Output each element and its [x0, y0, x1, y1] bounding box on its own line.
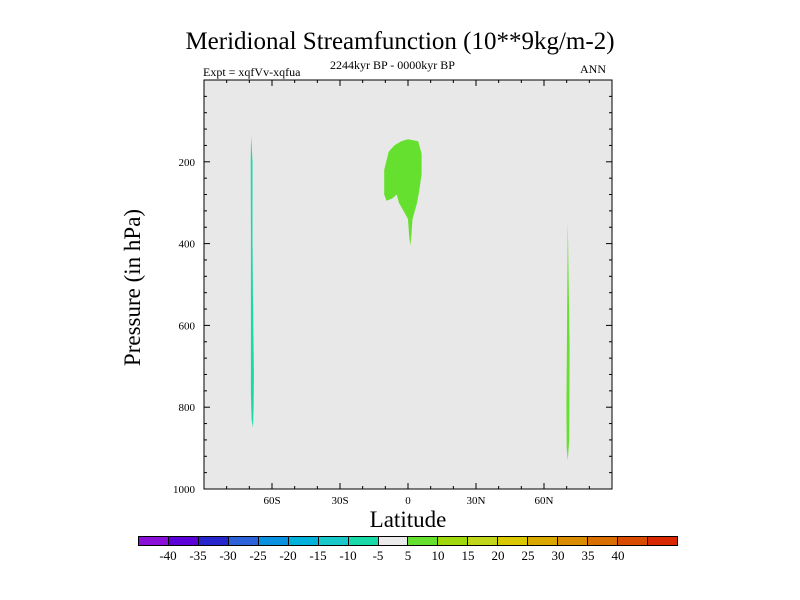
- colorbar: [138, 536, 678, 546]
- colorbar-label: -30: [219, 548, 237, 563]
- contour-regions: [250, 135, 570, 461]
- colorbar-label: 20: [491, 548, 505, 563]
- y-tick-label: 1000: [173, 484, 196, 496]
- tropical-positive-cell: [384, 139, 422, 246]
- colorbar-swatch: [378, 537, 409, 545]
- colorbar-labels: -40 -35 -30 -25 -20 -15 -10 -5 5 10 15 20 25 30 35 40: [138, 546, 678, 566]
- colorbar-swatch: [139, 537, 169, 545]
- y-tick-label: 400: [179, 239, 196, 251]
- y-tick-label: 200: [179, 157, 196, 169]
- x-tick-label: 0: [405, 495, 411, 507]
- season-label: ANN: [580, 62, 606, 76]
- y-ticks: 200 400 600 800 1000: [173, 79, 612, 496]
- colorbar-swatch: [288, 537, 319, 545]
- x-tick-label: 30S: [331, 495, 348, 507]
- colorbar-label: -25: [249, 548, 267, 563]
- colorbar-swatch: [318, 537, 349, 545]
- colorbar-swatch: [647, 537, 677, 545]
- colorbar-swatch: [408, 537, 439, 545]
- colorbar-label: 10: [431, 548, 445, 563]
- colorbar-swatch: [198, 537, 229, 545]
- x-tick-label: 60N: [535, 495, 554, 507]
- colorbar-label: -5: [372, 548, 384, 563]
- colorbar-swatch: [588, 537, 618, 545]
- chart-title: Meridional Streamfunction (10**9kg/m-2): [185, 28, 615, 55]
- colorbar-label: 40: [611, 548, 625, 563]
- southern-negative-cell: [250, 135, 254, 428]
- colorbar-label: 35: [581, 548, 595, 563]
- colorbar-swatch: [558, 537, 589, 545]
- colorbar-swatch: [468, 537, 499, 545]
- colorbar-label: -35: [189, 548, 207, 563]
- x-axis-label: Latitude: [370, 507, 447, 532]
- colorbar-swatch: [498, 537, 529, 545]
- colorbar-swatch: [228, 537, 259, 545]
- colorbar-label: 15: [461, 548, 475, 563]
- y-tick-label: 800: [179, 402, 196, 414]
- x-tick-label: 30N: [467, 495, 486, 507]
- colorbar-label: -20: [279, 548, 297, 563]
- colorbar-label: -40: [159, 548, 177, 563]
- colorbar-swatch: [258, 537, 289, 545]
- colorbar-swatch: [528, 537, 559, 545]
- colorbar-label: 5: [404, 548, 412, 563]
- colorbar-swatch: [168, 537, 199, 545]
- y-tick-label: 600: [179, 320, 196, 332]
- colorbar-label: 25: [521, 548, 535, 563]
- x-tick-label: 60S: [263, 495, 280, 507]
- x-ticks: 60S 30S 0 30N 60N: [203, 80, 613, 507]
- colorbar-label: 30: [551, 548, 565, 563]
- colorbar-swatch: [348, 537, 379, 545]
- experiment-label: Expt = xqfVv-xqfua: [203, 65, 301, 79]
- colorbar-swatch: [618, 537, 648, 545]
- colorbar-label: -10: [339, 548, 357, 563]
- time-range-label: 2244kyr BP - 0000kyr BP: [330, 58, 455, 72]
- colorbar-label: -15: [309, 548, 327, 563]
- northern-positive-cell: [566, 221, 570, 461]
- y-axis-label: Pressure (in hPa): [120, 209, 145, 366]
- colorbar-swatch: [438, 537, 469, 545]
